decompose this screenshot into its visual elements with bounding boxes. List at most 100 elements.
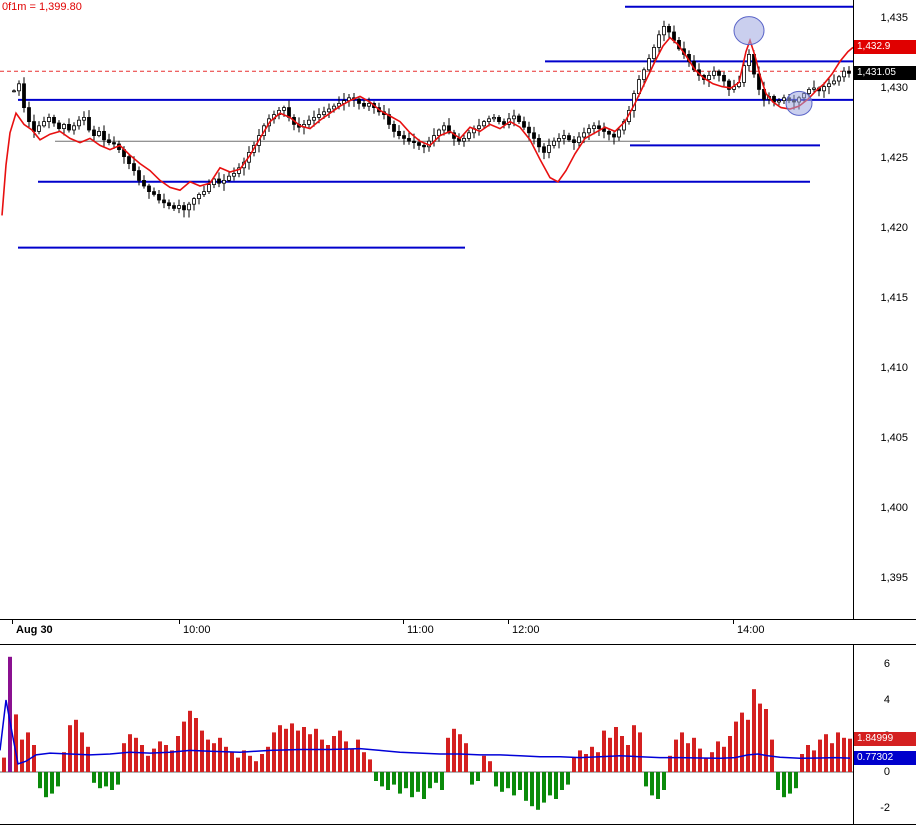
candle-body [482,121,486,127]
candle-body [647,58,651,71]
histogram-bar [458,734,462,772]
candle-body [42,121,46,127]
annotation-ellipse[interactable] [733,16,765,46]
histogram-bar [746,719,750,772]
candle-body [97,130,101,136]
candle-body [747,54,751,67]
candle-body [142,179,146,187]
support-resistance-lines[interactable] [18,5,853,249]
candle-body [412,140,416,143]
candle-body [612,133,616,138]
panel-bottom-border [0,824,916,825]
histogram-bar [788,772,792,794]
histogram-bar [386,772,390,790]
candle-body [322,111,326,116]
histogram-bar [50,772,54,794]
candle-body [217,178,221,184]
histogram-bar [482,755,486,772]
histogram-bar [782,772,786,798]
time-axis-label: 14:00 [737,624,765,636]
histogram-bar [704,757,708,772]
price-chart-canvas[interactable] [0,0,853,619]
histogram-bar [434,772,438,783]
time-axis-label: Aug 30 [16,624,53,636]
candle-body [182,205,186,211]
histogram-bar [656,772,660,799]
histogram-bar [662,772,666,790]
histogram-bar [92,772,96,783]
histogram-bar [572,757,576,772]
candle-body [102,130,106,141]
histogram-bar [134,737,138,772]
blue-signal-line [0,699,851,765]
histogram-bar [524,772,528,801]
histogram-bar [224,746,228,772]
candle-body [717,70,721,76]
candle-body [592,125,596,130]
candle-body [652,47,656,60]
candle-body [712,70,716,76]
time-tick [12,620,13,624]
histogram-bar [158,741,162,772]
candle-body [222,179,226,184]
histogram-bar [758,703,762,772]
histogram-bar [530,772,534,807]
candle-body [127,156,131,165]
price-axis-label: 1,415 [880,292,908,304]
time-axis[interactable]: Aug 30 10:00 11:00 12:00 14:00 [0,620,916,644]
histogram-bar [314,728,318,772]
histogram-bar [668,755,672,772]
candle-body [17,83,21,92]
histogram-bar [146,755,150,772]
candles-group [12,20,851,218]
candle-body [487,118,491,123]
candle-body [822,86,826,92]
histogram-bar [296,730,300,772]
candle-body [207,184,211,193]
histogram-bar [128,734,132,772]
candle-body [667,25,671,33]
candle-body [417,142,421,146]
price-axis[interactable]: 1,435 1,430 1,425 1,420 1,415 1,410 1,405 1,400… [854,0,916,619]
candle-body [447,125,451,134]
histogram-bar [290,723,294,772]
candle-body [657,34,661,48]
candle-body [587,128,591,134]
histogram-bar [26,732,30,772]
histogram-bar [308,734,312,772]
price-axis-label: 1,420 [880,222,908,234]
histogram-bar [722,746,726,772]
signal-value-tag: 0.77302 [854,751,916,766]
histogram-bar [14,714,18,772]
histogram-bar [764,709,768,772]
histogram-bar [194,718,198,772]
histogram-bar [164,745,168,772]
candle-body [132,163,136,172]
indicator-panel-canvas[interactable] [0,645,853,825]
annotation-ellipse[interactable] [785,90,813,116]
candle-body [197,193,201,199]
candle-body [542,146,546,153]
time-tick [508,620,509,624]
candle-body [202,191,206,195]
time-tick [179,620,180,624]
histogram-bar [32,745,36,772]
histogram-bar [602,730,606,772]
histogram-bar [68,725,72,772]
histogram-bar [74,719,78,772]
candle-body [137,170,141,181]
histogram-bar [38,772,42,789]
histogram-bar [608,737,612,772]
histogram-bar [620,736,624,772]
histogram-bar [674,739,678,772]
candle-body [107,139,111,144]
candle-body [37,125,41,132]
candle-body [227,175,231,181]
histogram-bar [512,772,516,796]
histogram-bar [380,772,384,787]
candle-body [392,124,396,132]
histogram-bar [170,750,174,772]
candle-body [402,135,406,139]
candle-body [607,130,611,135]
candle-body [442,125,446,131]
